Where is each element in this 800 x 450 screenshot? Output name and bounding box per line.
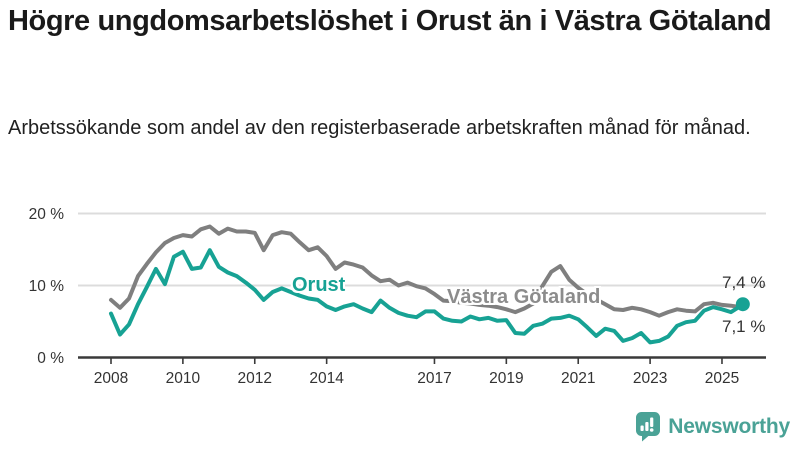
y-tick-label: 0 % (37, 350, 64, 367)
series-label-vastra-gotaland: Västra Götaland (447, 286, 601, 308)
line-orust (109, 248, 745, 345)
end-value-orust: 7,4 % (722, 273, 766, 292)
chart-subtitle: Arbetssökande som andel av den registerb… (8, 117, 751, 139)
axis-ticks: 0 % 10 % 20 % 2008 2010 2012 2014 2017 2019 2021 2… (29, 206, 740, 387)
x-tick-label: 2021 (561, 370, 595, 387)
x-tick-label: 2017 (417, 370, 451, 387)
data-series (109, 224, 750, 345)
x-tick-label: 2014 (309, 370, 344, 387)
x-tick-label: 2008 (94, 370, 128, 387)
line-v-stra-g-taland (109, 224, 745, 318)
newsworthy-logo-icon (636, 412, 661, 442)
end-value-vastra-gotaland: 7,1 % (722, 317, 766, 336)
newsworthy-brand-link[interactable]: Newsworthy (635, 411, 790, 442)
x-tick-label: 2019 (489, 370, 523, 387)
gridlines (78, 212, 766, 287)
y-tick-label: 20 % (29, 206, 65, 223)
latest-point-dot (735, 297, 750, 312)
brand-name: Newsworthy (668, 414, 790, 438)
page-title: Högre ungdomsarbetslöshet i Orust än i V… (8, 5, 772, 37)
x-tick-label: 2012 (238, 370, 272, 387)
y-tick-label: 10 % (29, 278, 65, 295)
x-tick-label: 2010 (166, 370, 201, 387)
line-chart: 0 % 10 % 20 % 2008 2010 2012 2014 2017 2019 2021 2… (29, 206, 766, 387)
series-label-orust: Orust (292, 274, 346, 296)
x-tick-label: 2025 (705, 370, 739, 387)
x-tick-label: 2023 (633, 370, 667, 387)
